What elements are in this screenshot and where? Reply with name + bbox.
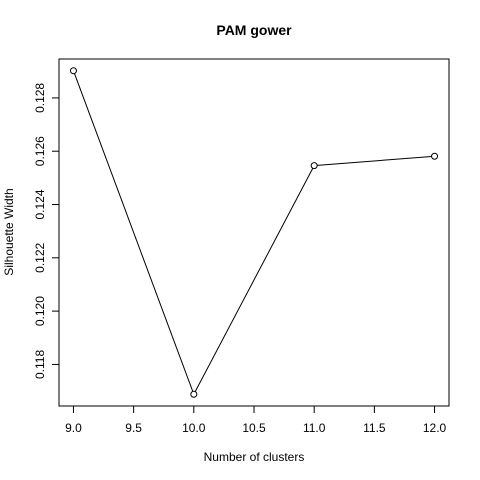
data-point bbox=[310, 162, 318, 170]
y-tick-label: 0.124 bbox=[33, 189, 47, 219]
data-point bbox=[69, 67, 77, 75]
x-axis-label: Number of clusters bbox=[204, 450, 305, 464]
y-tick-label: 0.128 bbox=[33, 83, 47, 113]
y-tick-label: 0.120 bbox=[33, 296, 47, 326]
x-tick-label: 10.0 bbox=[182, 421, 206, 435]
y-tick-label: 0.122 bbox=[33, 242, 47, 272]
x-axis: 9.0 9.5 10.0 10.5 11.0 11.5 12.0 bbox=[65, 406, 447, 435]
x-tick-label: 11.0 bbox=[303, 421, 326, 435]
series-line-segment bbox=[194, 168, 314, 392]
data-point bbox=[190, 390, 198, 398]
series-silhouette bbox=[69, 67, 439, 398]
series-line-segment bbox=[74, 73, 194, 392]
x-tick-label: 11.5 bbox=[363, 421, 386, 435]
y-tick-label: 0.126 bbox=[33, 136, 47, 166]
data-point bbox=[431, 152, 439, 160]
x-tick-label: 10.5 bbox=[242, 421, 266, 435]
x-tick-label: 9.0 bbox=[65, 421, 82, 435]
x-tick-label: 12.0 bbox=[423, 421, 447, 435]
plot-area-frame bbox=[58, 58, 450, 407]
series-line-segment bbox=[317, 156, 432, 166]
y-tick-label: 0.118 bbox=[33, 350, 47, 379]
chart-title: PAM gower bbox=[216, 22, 292, 38]
y-axis: 0.118 0.120 0.122 0.124 0.126 0.128 bbox=[33, 83, 59, 379]
y-axis-label: Silhouette Width bbox=[2, 188, 16, 275]
x-tick-label: 9.5 bbox=[125, 421, 142, 435]
